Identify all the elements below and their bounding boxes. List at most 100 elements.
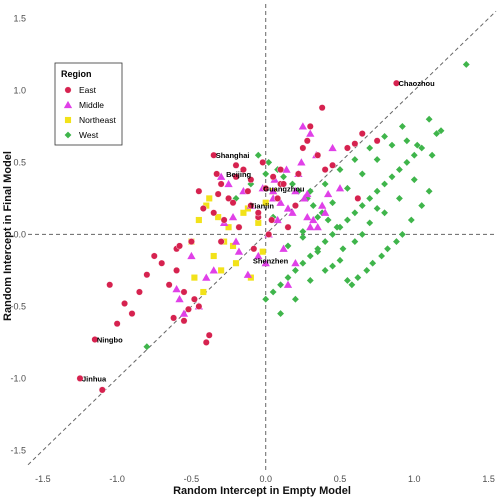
point-middle xyxy=(303,212,312,221)
point-west xyxy=(269,288,277,296)
y-tick-label: -1.0 xyxy=(10,373,26,383)
point-east xyxy=(232,173,240,181)
point-northeast xyxy=(200,288,207,296)
point-east xyxy=(351,140,359,148)
point-west xyxy=(333,223,341,231)
y-tick-label: 0.0 xyxy=(13,229,26,239)
point-west xyxy=(358,170,366,178)
point-east xyxy=(214,190,222,198)
legend-entry-northeast: Northeast xyxy=(64,115,116,125)
point-east xyxy=(210,209,218,217)
point-west xyxy=(378,252,386,260)
point-northeast xyxy=(210,252,217,260)
point-west xyxy=(339,245,347,253)
point-west xyxy=(314,248,322,256)
y-tick-label: 0.5 xyxy=(13,157,26,167)
point-northeast xyxy=(203,202,210,209)
point-east xyxy=(314,151,322,159)
point-west xyxy=(306,187,314,195)
point-west xyxy=(299,228,307,235)
point-middle xyxy=(254,251,263,260)
point-west xyxy=(388,141,396,149)
point-west xyxy=(299,233,307,241)
point-west xyxy=(433,130,440,138)
point-east xyxy=(220,216,228,224)
point-west xyxy=(292,266,299,274)
point-west xyxy=(384,245,391,253)
identity-line xyxy=(27,10,497,466)
point-middle xyxy=(187,251,196,260)
point-middle xyxy=(269,187,278,195)
point-west xyxy=(425,115,433,123)
point-east xyxy=(217,238,225,246)
reference-lines xyxy=(27,4,497,472)
point-west xyxy=(262,170,270,178)
point-west xyxy=(381,209,388,217)
point-west xyxy=(143,343,151,351)
point-west xyxy=(418,202,426,210)
point-middle xyxy=(279,244,288,252)
point-east xyxy=(165,281,173,289)
x-tick-label: 0.5 xyxy=(334,474,347,484)
city-label: Guangzhou xyxy=(263,184,305,193)
point-middle xyxy=(261,259,270,267)
point-west xyxy=(354,274,362,282)
legend-marker-east xyxy=(64,86,72,94)
point-west xyxy=(398,230,406,238)
x-tick-label: -1.5 xyxy=(35,474,51,484)
legend: Region East Middle Northeast West xyxy=(54,62,123,146)
point-east xyxy=(202,338,210,346)
point-east xyxy=(280,180,287,188)
point-east xyxy=(268,216,276,224)
point-west xyxy=(351,209,359,217)
legend-label: Middle xyxy=(79,100,104,110)
x-axis-title: Random Intercept in Empty Model xyxy=(173,485,351,497)
point-west xyxy=(373,205,381,212)
point-east xyxy=(239,166,247,174)
point-east xyxy=(250,245,258,253)
legend-marker-northeast xyxy=(64,116,72,124)
point-east xyxy=(187,238,195,246)
point-east xyxy=(318,104,326,112)
point-east xyxy=(158,259,166,267)
point-west xyxy=(289,180,296,188)
point-east xyxy=(91,336,99,343)
point-northeast xyxy=(218,267,225,274)
point-west xyxy=(314,213,322,221)
legend-label: West xyxy=(79,130,99,140)
point-middle xyxy=(335,184,345,192)
point-middle xyxy=(228,212,238,221)
point-west xyxy=(306,252,314,260)
x-tick-label: 0.0 xyxy=(259,474,272,484)
point-west xyxy=(373,156,381,163)
point-west xyxy=(321,238,329,246)
point-east xyxy=(176,242,183,250)
point-east xyxy=(274,194,282,202)
point-west xyxy=(321,180,329,188)
point-middle xyxy=(306,223,315,231)
legend-entry-west: West xyxy=(64,130,99,140)
city-label: Jinhua xyxy=(82,374,107,383)
city-label: Beijing xyxy=(226,170,251,179)
city-label: Chaozhou xyxy=(398,79,435,88)
point-middle xyxy=(283,280,293,288)
point-northeast xyxy=(195,216,202,224)
point-west xyxy=(410,176,418,184)
legend-title: Region xyxy=(61,69,92,79)
legend-label: East xyxy=(79,85,97,95)
point-east xyxy=(262,184,270,192)
point-west xyxy=(407,216,415,224)
point-east xyxy=(277,166,285,174)
point-middle xyxy=(306,129,315,137)
point-west xyxy=(396,194,403,202)
point-northeast xyxy=(206,195,213,202)
point-west xyxy=(336,256,344,264)
point-west xyxy=(369,259,377,267)
point-east xyxy=(76,374,84,382)
point-east xyxy=(190,295,198,303)
point-west xyxy=(324,216,332,224)
point-east xyxy=(354,194,362,202)
point-east xyxy=(170,314,178,322)
data-points xyxy=(76,61,470,394)
